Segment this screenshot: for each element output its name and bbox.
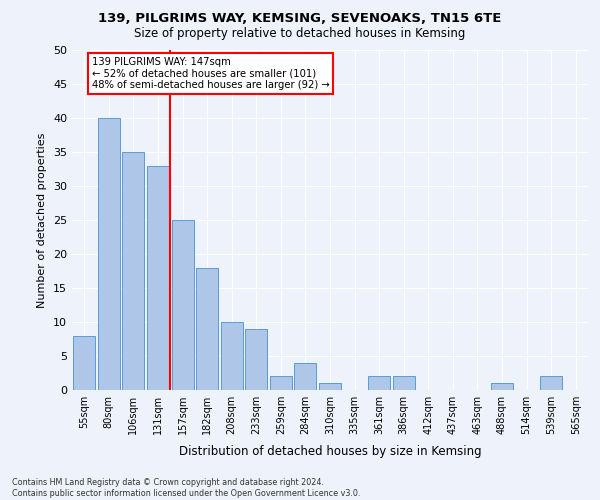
Text: 139 PILGRIMS WAY: 147sqm
← 52% of detached houses are smaller (101)
48% of semi-: 139 PILGRIMS WAY: 147sqm ← 52% of detach… bbox=[92, 57, 329, 90]
Bar bbox=[172, 220, 194, 390]
Bar bbox=[122, 152, 145, 390]
Bar bbox=[73, 336, 95, 390]
Bar bbox=[540, 376, 562, 390]
Bar bbox=[221, 322, 243, 390]
Bar bbox=[245, 329, 268, 390]
Bar bbox=[392, 376, 415, 390]
Y-axis label: Number of detached properties: Number of detached properties bbox=[37, 132, 47, 308]
Bar bbox=[368, 376, 390, 390]
Text: 139, PILGRIMS WAY, KEMSING, SEVENOAKS, TN15 6TE: 139, PILGRIMS WAY, KEMSING, SEVENOAKS, T… bbox=[98, 12, 502, 26]
Text: Size of property relative to detached houses in Kemsing: Size of property relative to detached ho… bbox=[134, 28, 466, 40]
X-axis label: Distribution of detached houses by size in Kemsing: Distribution of detached houses by size … bbox=[179, 446, 481, 458]
Bar bbox=[196, 268, 218, 390]
Bar bbox=[147, 166, 169, 390]
Bar bbox=[491, 383, 513, 390]
Bar bbox=[295, 363, 316, 390]
Text: Contains HM Land Registry data © Crown copyright and database right 2024.
Contai: Contains HM Land Registry data © Crown c… bbox=[12, 478, 361, 498]
Bar bbox=[270, 376, 292, 390]
Bar bbox=[319, 383, 341, 390]
Bar bbox=[98, 118, 120, 390]
